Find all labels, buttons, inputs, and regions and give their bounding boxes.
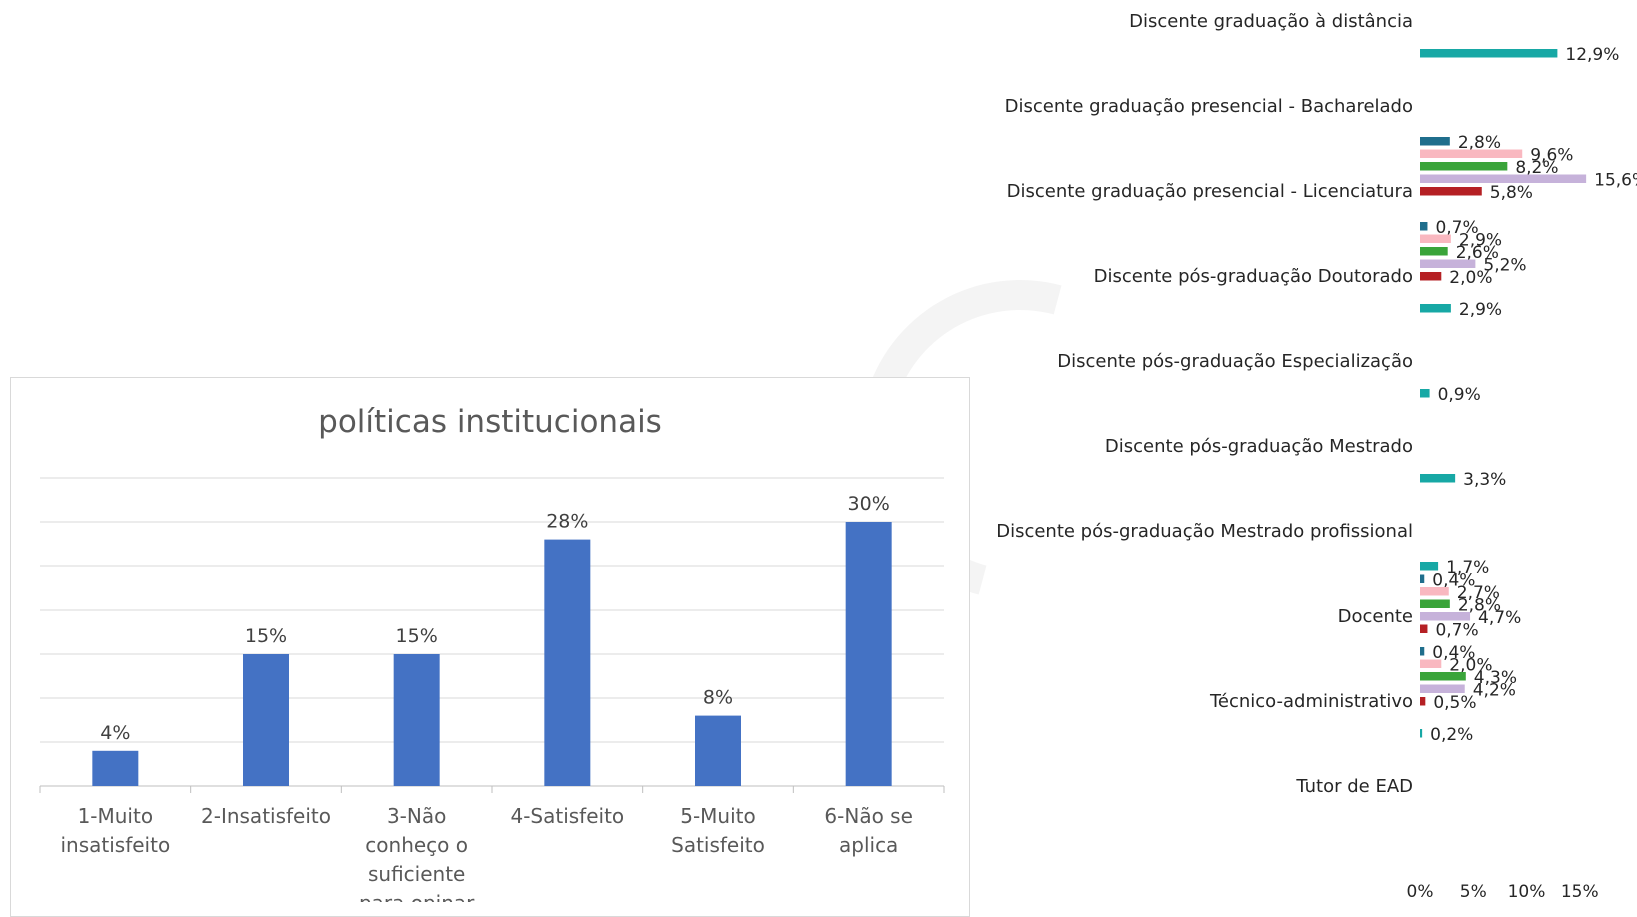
x-tick-label: 15% [1561, 882, 1599, 902]
bar [1420, 304, 1451, 313]
x-tick-label: 10% [1508, 882, 1546, 902]
data-label: 4,3% [1474, 668, 1517, 688]
bar [1420, 659, 1442, 668]
bar [1420, 149, 1523, 158]
bar [1420, 672, 1466, 681]
bar [1420, 562, 1439, 571]
bar [1420, 574, 1425, 583]
data-label: 5,2% [1483, 256, 1526, 276]
category-label: Docente [1338, 606, 1413, 627]
x-tick-label: 6-Não se aplica [824, 804, 912, 857]
bar [544, 539, 591, 786]
data-label: 2,8% [1458, 596, 1501, 616]
bar [1420, 247, 1448, 256]
bar [1420, 587, 1449, 596]
data-label: 8% [703, 687, 733, 709]
bar [1420, 234, 1451, 243]
bar [243, 654, 289, 786]
data-label: 2,9% [1459, 231, 1502, 251]
column-chart: 4% 15% 15% 28% 8% 30% 1-Muito insatisfeito 2-Ins… [39, 477, 945, 902]
bar [1420, 624, 1428, 633]
bar [1420, 137, 1450, 146]
data-label: 0,2% [1430, 725, 1473, 745]
horizontal-bar-chart: Discente graduação à distância Discente g… [996, 11, 1637, 902]
data-label: 2,8% [1458, 133, 1501, 153]
x-tick-label: 5-Muito Satisfeito [671, 804, 765, 857]
x-tick-label: 0% [1407, 882, 1434, 902]
bar [1420, 162, 1508, 171]
data-label: 0,7% [1435, 218, 1478, 238]
data-label: 0,4% [1432, 643, 1475, 663]
data-label: 4,7% [1478, 608, 1521, 628]
category-label: Discente pós-graduação Especialização [1057, 351, 1413, 372]
bar [1420, 599, 1450, 608]
data-label: 15% [245, 625, 287, 647]
bar [1420, 474, 1456, 483]
bar [1420, 389, 1430, 398]
data-label: 15,6% [1594, 171, 1637, 191]
x-tick-label: 5% [1460, 882, 1487, 902]
bar [845, 522, 892, 786]
bar [393, 654, 440, 786]
bar [1420, 697, 1426, 706]
category-label: Tutor de EAD [1295, 776, 1413, 797]
chart-frame: políticas institucionais [10, 377, 970, 917]
data-label: 1,7% [1446, 558, 1489, 578]
x-tick-label: 4-Satisfeito [510, 804, 624, 828]
data-label: 4% [100, 722, 130, 744]
bar [1420, 187, 1482, 196]
data-label: 0,5% [1433, 693, 1476, 713]
data-label: 2,0% [1449, 656, 1492, 676]
category-label: Discente graduação presencial - Licencia… [1007, 181, 1413, 202]
category-label: Discente graduação à distância [1129, 11, 1413, 32]
data-label: 28% [546, 511, 588, 533]
bar [1420, 222, 1428, 231]
category-label: Discente pós-graduação Mestrado profissi… [996, 521, 1413, 542]
data-label: 2,9% [1459, 300, 1502, 320]
data-label: 3,3% [1463, 470, 1506, 490]
bar [1420, 259, 1476, 268]
bar [1420, 49, 1558, 58]
data-label: 2,6% [1456, 243, 1499, 263]
data-label: 8,2% [1515, 158, 1558, 178]
bar [695, 715, 741, 786]
data-label: 12,9% [1565, 45, 1619, 65]
bar [1420, 684, 1465, 693]
data-label: 15% [396, 625, 438, 647]
bar [1420, 729, 1423, 738]
category-label: Discente pós-graduação Doutorado [1094, 266, 1413, 287]
data-label: 30% [848, 493, 890, 515]
bar [92, 750, 139, 786]
data-label: 9,6% [1530, 146, 1573, 166]
data-label: 4,2% [1473, 681, 1516, 701]
x-tick-label: 2-Insatisfeito [201, 804, 331, 828]
category-label: Discente graduação presencial - Bacharel… [1005, 96, 1413, 117]
data-label: 2,7% [1457, 583, 1500, 603]
data-label: 0,7% [1435, 621, 1478, 641]
x-tick-label: 1-Muito insatisfeito [60, 804, 170, 857]
bar [1420, 174, 1587, 183]
category-label: Discente pós-graduação Mestrado [1105, 436, 1413, 457]
chart-title: políticas institucionais [318, 404, 662, 440]
data-label: 0,9% [1438, 385, 1481, 405]
bar [1420, 647, 1425, 656]
bar [1420, 272, 1442, 281]
data-label: 0,4% [1432, 571, 1475, 591]
data-label: 2,0% [1449, 268, 1492, 288]
data-label: 5,8% [1490, 183, 1533, 203]
category-label: Técnico-administrativo [1209, 691, 1413, 712]
bar [1420, 612, 1471, 621]
